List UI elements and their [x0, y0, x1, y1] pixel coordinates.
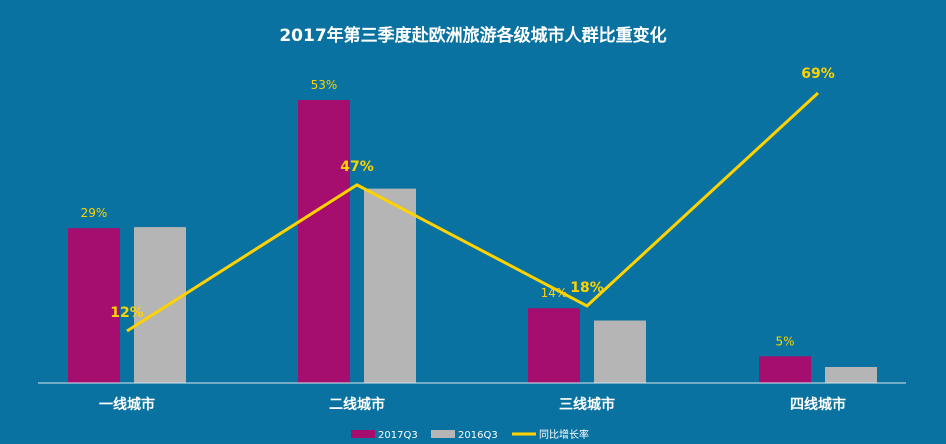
x-tick-label: 四线城市	[790, 396, 846, 413]
bar-2017Q3-3	[528, 308, 580, 383]
legend-label-同比增长率: 同比增长率	[539, 428, 589, 441]
bar-label-2017Q3-1: 29%	[81, 206, 108, 220]
bar-2016Q3-2	[364, 188, 416, 383]
x-tick-label: 一线城市	[99, 396, 155, 413]
growth-rate-label-4: 69%	[801, 66, 835, 82]
bar-label-2017Q3-2: 53%	[311, 78, 338, 92]
bar-label-2017Q3-4: 5%	[775, 334, 794, 348]
bar-2016Q3-3	[594, 320, 646, 383]
growth-line-layer: 12% 47% 18% 69%	[110, 66, 835, 333]
growth-rate-label-3: 18%	[570, 280, 604, 296]
bar-2017Q3-1	[68, 228, 120, 383]
bar-layer: 29% 53% 14% 5%	[68, 78, 877, 383]
legend-swatch-2016Q3	[431, 430, 455, 438]
bar-2016Q3-1	[134, 227, 186, 383]
x-tick-labels: 一线城市 二线城市 三线城市 四线城市	[99, 396, 846, 413]
x-tick-label: 三线城市	[559, 396, 615, 413]
growth-rate-label-2: 47%	[340, 159, 374, 175]
bar-2016Q3-4	[825, 366, 877, 383]
x-tick-label: 二线城市	[329, 396, 385, 413]
bar-2017Q3-2	[298, 100, 350, 383]
chart-title: 2017年第三季度赴欧洲旅游各级城市人群比重变化	[279, 25, 666, 46]
growth-rate-label-1: 12%	[110, 305, 144, 321]
bar-label-2017Q3-3: 14%	[541, 286, 568, 300]
legend-label-2016Q3: 2016Q3	[458, 430, 498, 441]
bar-2017Q3-4	[759, 356, 811, 383]
legend: 2017Q3 2016Q3 同比增长率	[351, 428, 589, 441]
legend-swatch-2017Q3	[351, 430, 375, 438]
growth-rate-line	[126, 91, 820, 333]
legend-label-2017Q3: 2017Q3	[378, 430, 418, 441]
